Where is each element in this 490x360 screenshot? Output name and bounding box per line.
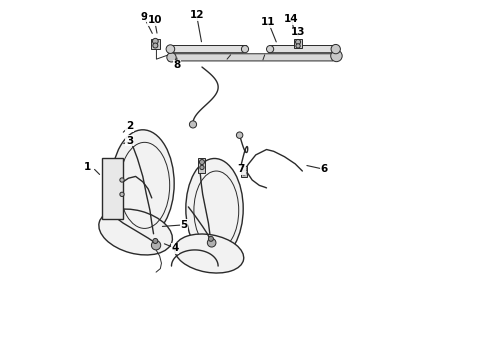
Circle shape: [152, 39, 158, 44]
Bar: [101, 158, 123, 220]
Polygon shape: [169, 45, 247, 53]
Bar: [241, 166, 247, 177]
Text: 8: 8: [173, 60, 180, 70]
Text: 13: 13: [291, 27, 305, 37]
Circle shape: [236, 132, 243, 138]
Circle shape: [200, 165, 204, 170]
Circle shape: [199, 159, 204, 165]
Text: 1: 1: [84, 162, 92, 172]
Circle shape: [242, 45, 248, 53]
Circle shape: [153, 43, 158, 48]
Circle shape: [166, 45, 175, 53]
Ellipse shape: [174, 234, 244, 273]
Polygon shape: [169, 54, 337, 61]
Circle shape: [208, 236, 214, 241]
Text: 14: 14: [284, 14, 299, 24]
Circle shape: [190, 121, 196, 128]
Text: 6: 6: [320, 164, 327, 174]
Ellipse shape: [186, 158, 243, 259]
Circle shape: [207, 238, 216, 247]
Text: 11: 11: [261, 17, 275, 27]
Circle shape: [296, 44, 300, 48]
Polygon shape: [269, 45, 337, 53]
Circle shape: [153, 238, 158, 243]
Circle shape: [242, 166, 246, 171]
Circle shape: [120, 192, 124, 197]
Text: 2: 2: [126, 121, 133, 131]
Circle shape: [267, 45, 274, 53]
Text: 7: 7: [238, 164, 245, 174]
Ellipse shape: [111, 130, 174, 237]
Text: 3: 3: [126, 136, 133, 145]
Ellipse shape: [99, 209, 172, 255]
Bar: [294, 39, 302, 48]
Text: 10: 10: [147, 15, 162, 26]
Bar: [151, 39, 160, 49]
Circle shape: [331, 50, 342, 62]
Circle shape: [242, 171, 246, 175]
Bar: [198, 158, 205, 173]
Circle shape: [120, 178, 124, 182]
Text: 5: 5: [180, 220, 188, 230]
Text: 4: 4: [172, 243, 179, 253]
Circle shape: [167, 53, 176, 62]
Circle shape: [295, 40, 300, 44]
Circle shape: [151, 240, 161, 250]
Text: 9: 9: [140, 12, 147, 22]
Text: 12: 12: [189, 10, 204, 20]
Circle shape: [331, 44, 341, 54]
